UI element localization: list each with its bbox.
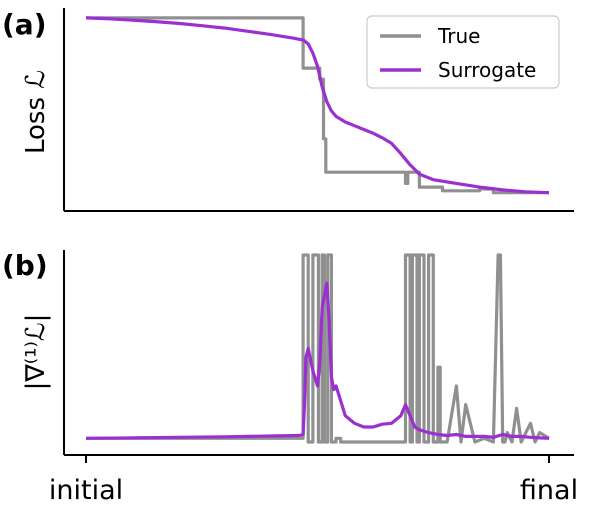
- panel-a-label: (a): [2, 8, 47, 41]
- panel-a-ylabel: Loss ℒ: [21, 70, 51, 154]
- panel-b-ylabel: |∇⁽¹⁾ℒ|: [21, 314, 51, 391]
- panel-b-plot-area: [85, 253, 550, 444]
- panel-a-plot-area: [85, 16, 550, 195]
- legend-label-surrogate: Surrogate: [438, 58, 536, 82]
- panel-b-label: (b): [2, 249, 48, 282]
- x-tick-label-final: final: [520, 475, 578, 506]
- series-line-true-panel-b: [86, 253, 550, 444]
- series-line-surrogate-panel-b: [85, 281, 550, 440]
- x-tick-label-initial: initial: [49, 475, 123, 506]
- panel-a: (a) Loss ℒ True Surrogate: [2, 8, 574, 212]
- panel-b: (b) |∇⁽¹⁾ℒ| initial final: [2, 249, 578, 506]
- series-line-surrogate-panel-a: [85, 16, 550, 195]
- legend-label-true: True: [437, 24, 480, 48]
- legend: True Surrogate: [366, 15, 560, 89]
